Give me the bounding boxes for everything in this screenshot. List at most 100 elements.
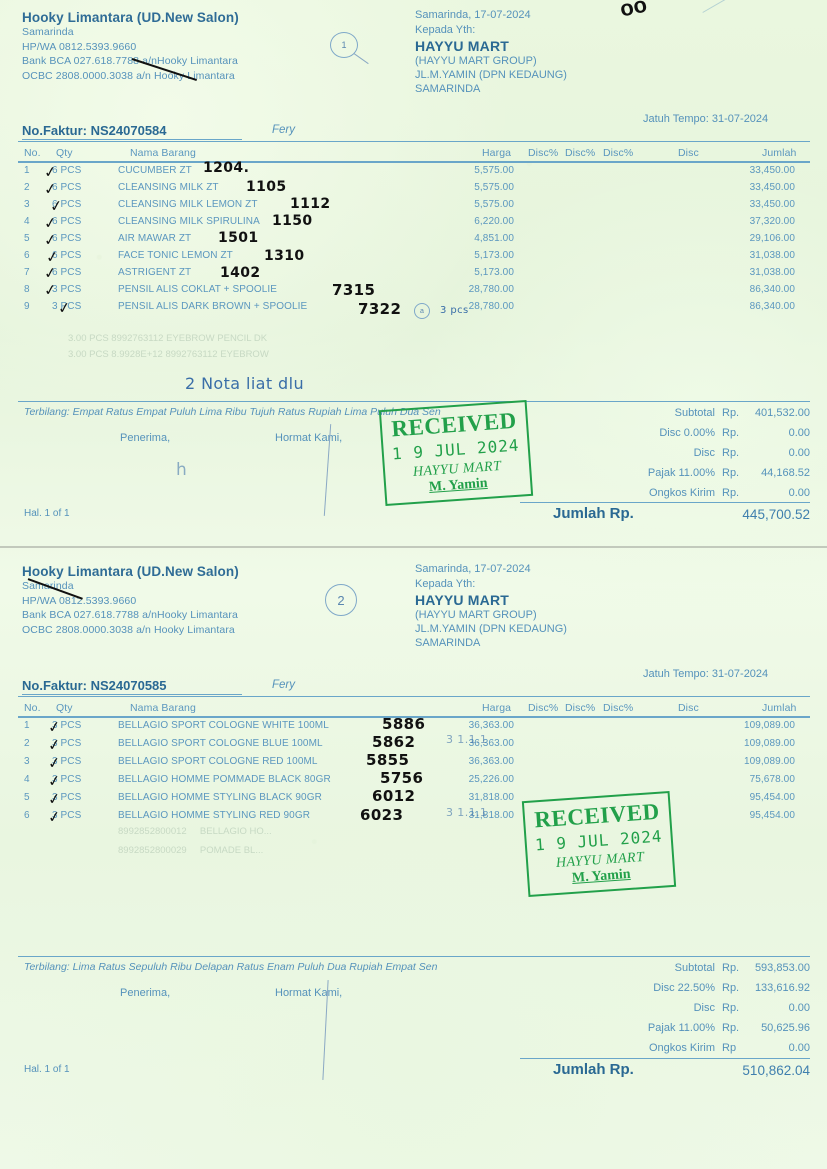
seller-phone: HP/WA 0812.5393.9660 [22,594,137,607]
cell-no: 6 [24,810,30,821]
hormat-label: Hormat Kami, [275,987,343,999]
col-qty: Qty [56,702,73,714]
cell-qty: 3 PCS [52,301,82,312]
cell-harga: 25,226.00 [468,774,514,785]
table-row: 3 6 PCS CLEANSING MILK LEMON ZT 5,575.00… [0,199,827,216]
col-disc: Disc [678,147,699,159]
buyer-group: (HAYYU MART GROUP) [415,609,537,621]
cell-harga: 5,575.00 [474,199,514,210]
table-row: 3 3 PCS BELLAGIO SPORT COLOGNE RED 100ML… [0,756,827,773]
grand-total-value: 510,862.04 [742,1063,810,1078]
col-no: No. [24,702,41,714]
subtotal-value: 593,853.00 [754,962,810,974]
buyer-street: JL.M.YAMIN (DPN KEDAUNG) [415,69,567,81]
table-row: 7 6 PCS ASTRIGENT ZT 5,173.00 31,038.00 [0,267,827,284]
disc-value: 0.00 [788,447,810,459]
cell-no: 7 [24,267,30,278]
cell-harga: 4,851.00 [474,233,514,244]
received-stamp: RECEIVED 1 9 JUL 2024 HAYYU MART M. Yami… [378,399,534,507]
subtotal-currency: Rp. [722,407,740,419]
handwritten-code: 5756 [380,769,424,787]
buyer-street: JL.M.YAMIN (DPN KEDAUNG) [415,623,567,635]
cell-no: 8 [24,284,30,295]
page-indicator: Hal. 1 of 1 [24,1064,70,1075]
cell-no: 4 [24,774,30,785]
cell-no: 9 [24,301,30,312]
ongkos-label: Ongkos Kirim [648,1042,715,1054]
handwritten-code: 7315 [332,281,376,299]
col-disc1: Disc% [528,702,559,714]
cell-nama: CUCUMBER ZT [118,165,192,176]
handwritten-code: 1112 [290,196,331,212]
check-mark: ✓ [42,179,58,199]
cell-jumlah: 109,089.00 [743,738,795,749]
cell-nama: BELLAGIO SPORT COLOGNE BLUE 100ML [118,738,323,749]
cell-harga: 6,220.00 [474,216,514,227]
cell-jumlah: 33,450.00 [749,182,795,193]
cell-jumlah: 29,106.00 [749,233,795,244]
ghost-row: 3.00 PCS 8.9928E+12 8992763112 EYEBROW [68,349,269,360]
seller-city: Samarinda [22,26,74,38]
grand-total-rule [520,502,810,503]
grand-total-rule [520,1058,810,1059]
invoice-sheet-1: Hooky Limantara (UD.New Salon) Samarinda… [0,0,827,536]
disc-pct-currency: Rp. [722,982,740,994]
table-row: 4 3 PCS BELLAGIO HOMME POMMADE BLACK 80G… [0,774,827,791]
check-mark: ✓ [46,717,62,737]
ongkos-currency: Rp. [722,487,740,499]
disc-currency: Rp. [722,1002,740,1014]
grand-total-label: Jumlah Rp. [553,1061,634,1078]
table-row: 6 3 PCS BELLAGIO HOMME STYLING RED 90GR … [0,810,827,827]
table-row: 1 6 PCS CUCUMBER ZT 5,575.00 33,450.00 [0,165,827,182]
handwritten-note: 2 Nota liat dlu [185,374,304,393]
disc-pct-label: Disc 0.00% [659,427,715,439]
cell-harga: 5,575.00 [474,182,514,193]
cell-qty: 3 PCS [52,756,82,767]
invoice-number: No.Faktur: NS24070584 [22,123,242,140]
table-row: 4 6 PCS CLEANSING MILK SPIRULINA 6,220.0… [0,216,827,233]
disc-pct-label: Disc 22.50% [653,982,715,994]
check-mark: ✓ [46,771,62,791]
handwritten-row9-extra: 3 pcs [440,305,469,316]
disc-label: Disc [693,447,715,459]
page-circle-label: 2 [337,592,345,608]
cell-no: 5 [24,792,30,803]
cell-qty: 3 PCS [52,774,82,785]
buyer-block-2: Samarinda, 17-07-2024 Kepada Yth: HAYYU … [415,562,567,650]
circle-mark-a: a [414,303,430,319]
cell-nama: ASTRIGENT ZT [118,267,192,278]
cell-nama: BELLAGIO HOMME STYLING RED 90GR [118,810,311,821]
ghost-code: 8992852800029 [118,845,187,856]
cell-jumlah: 33,450.00 [749,199,795,210]
pajak-currency: Rp. [722,1022,740,1034]
handwritten-code: 1501 [218,230,259,246]
handwritten-code: 1204. [203,160,250,176]
table-row: 9 3 PCS PENSIL ALIS DARK BROWN + SPOOLIE… [0,301,827,318]
cell-nama: BELLAGIO HOMME STYLING BLACK 90GR [118,792,322,803]
cell-harga: 5,173.00 [474,250,514,261]
col-jumlah: Jumlah [762,702,797,714]
disc-currency: Rp. [722,447,740,459]
cell-qty: 6 PCS [52,250,82,261]
col-harga: Harga [482,147,512,159]
place-date: Samarinda, 17-07-2024 [415,563,531,575]
received-stamp: RECEIVED 1 9 JUL 2024 HAYYU MART M. Yami… [521,790,677,898]
cell-nama: BELLAGIO SPORT COLOGNE RED 100ML [118,756,318,767]
cell-qty: 6 PCS [52,199,82,210]
cell-jumlah: 33,450.00 [749,165,795,176]
col-disc2: Disc% [565,702,596,714]
cell-harga: 31,818.00 [468,792,514,803]
handwritten-code: 5886 [382,715,426,733]
check-mark: ✓ [46,789,62,809]
cell-nama: CLEANSING MILK LEMON ZT [118,199,258,210]
handwritten-code: 1402 [220,265,261,281]
check-mark: ✓ [46,735,62,755]
cell-jumlah: 95,454.00 [749,792,795,803]
cell-qty: 3 PCS [52,792,82,803]
invoice-sheet-2: Hooky Limantara (UD.New Salon) Samarinda… [0,548,827,1108]
seller-block-2: Hooky Limantara (UD.New Salon) Samarinda… [22,564,239,637]
due-date: Jatuh Tempo: 31-07-2024 [643,668,769,680]
cell-no: 6 [24,250,30,261]
col-disc2: Disc% [565,147,596,159]
